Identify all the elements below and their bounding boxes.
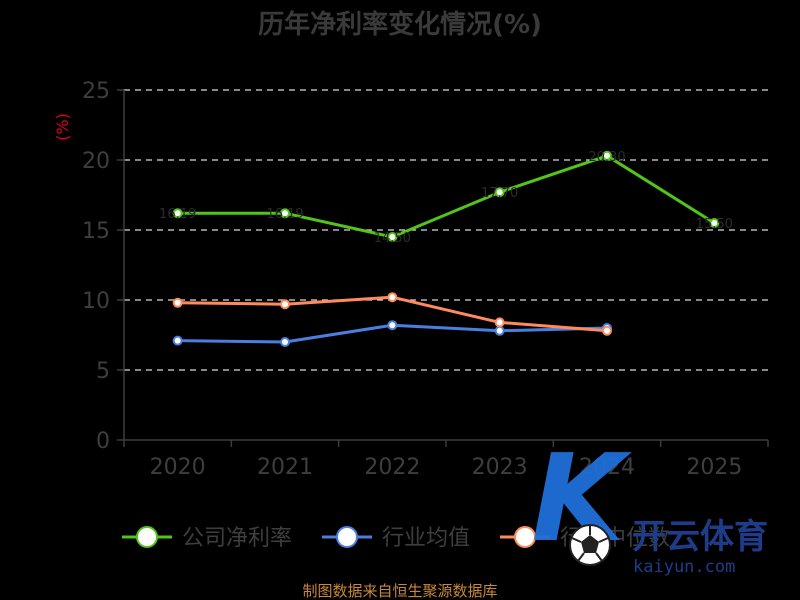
data-point <box>494 187 505 198</box>
source-note: 制图数据来自恒生聚源数据库 <box>302 582 497 600</box>
data-label: 14.50 <box>374 231 411 246</box>
chart-title: 历年净利率变化情况(%) <box>258 9 542 40</box>
data-point <box>172 297 183 308</box>
data-point <box>387 232 398 242</box>
data-label: 20.30 <box>588 150 625 165</box>
x-tick-label: 2023 <box>472 455 528 480</box>
data-label: 17.70 <box>481 186 518 201</box>
legend-label: 行业均值 <box>382 526 470 551</box>
x-axis-ticks: 2020 2021 2022 2023 2024 2025 <box>123 440 769 480</box>
legend-marker <box>514 526 536 548</box>
data-label: 15.50 <box>696 217 733 232</box>
x-tick-label: 2025 <box>686 455 742 480</box>
y-axis-ticks: 0 5 10 15 20 25 <box>82 79 124 454</box>
data-point <box>602 325 612 336</box>
y-axis-unit: (%) <box>53 113 72 141</box>
axes <box>123 90 768 441</box>
y-tick-label: 15 <box>82 219 110 244</box>
legend-label: 公司净利率 <box>182 526 292 551</box>
data-point <box>172 335 183 346</box>
data-point <box>387 320 398 331</box>
x-tick-label: 2021 <box>257 455 313 480</box>
legend-marker <box>336 526 358 548</box>
data-point <box>280 299 290 310</box>
data-point <box>172 208 183 219</box>
watermark-brand: 开云体育 <box>632 517 768 557</box>
grid-lines <box>124 89 768 371</box>
x-tick-label: 2022 <box>364 455 420 480</box>
series-lines <box>177 154 716 344</box>
legend-marker <box>136 526 158 548</box>
point-labels: 16.19 16.19 14.50 17.70 20.30 15.50 <box>159 150 733 246</box>
x-tick-label: 2024 <box>579 455 635 480</box>
x-tick-label: 2020 <box>150 455 206 480</box>
data-label: 16.19 <box>266 207 303 222</box>
data-point <box>280 337 290 347</box>
watermark-url: kaiyun.com <box>633 557 735 577</box>
y-tick-label: 20 <box>82 149 110 174</box>
series-points <box>172 150 720 347</box>
data-point <box>387 292 398 303</box>
y-tick-label: 10 <box>82 289 110 314</box>
data-point <box>602 150 612 161</box>
series-line-0 <box>177 154 716 239</box>
data-point <box>280 208 290 219</box>
y-tick-label: 0 <box>96 429 110 454</box>
data-label: 16.19 <box>159 207 196 222</box>
data-point <box>494 317 505 328</box>
data-point <box>709 218 720 228</box>
watermark: K 开云体育 kaiyun.com <box>532 430 769 577</box>
y-tick-label: 25 <box>82 79 110 104</box>
soccer-ball-icon <box>569 524 611 566</box>
y-tick-label: 5 <box>96 359 110 384</box>
data-point <box>494 325 505 336</box>
